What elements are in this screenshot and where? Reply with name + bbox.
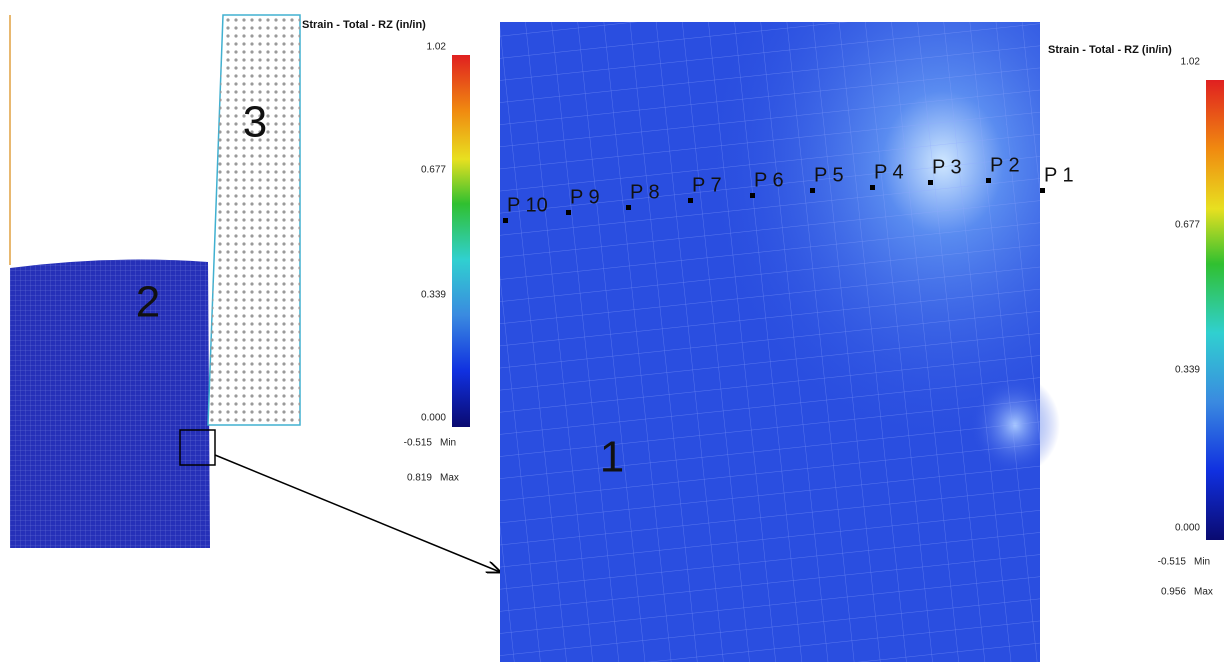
point-label: P 10 [507,194,548,216]
legend-title: Strain - Total - RZ (in/in) [302,19,426,31]
max-value: 0.956 [1161,587,1186,598]
legend-tick: 0.339 [1175,365,1200,376]
region-label: 1 [600,433,624,482]
min-label: Min [440,438,456,449]
color-bar [1206,80,1224,540]
point-label: P 9 [570,186,600,208]
region-2-mesh [10,260,210,548]
point-marker [626,205,631,210]
legend-tick: 0.339 [421,290,446,301]
legend-tick: 0.677 [1175,220,1200,231]
point-label: P 8 [630,181,660,203]
point-marker [688,198,693,203]
min-label: Min [1194,557,1210,568]
point-label: P 1 [1044,164,1074,186]
legend-tick: 0.677 [421,165,446,176]
zoom-mesh [500,22,1040,662]
min-value: -0.515 [1158,557,1187,568]
region-label: 2 [136,278,160,327]
point-marker [870,185,875,190]
legend-tick: 0.000 [421,413,446,424]
point-label: P 6 [754,169,784,191]
legend-tick: 1.02 [427,42,447,53]
point-label: P 5 [814,164,844,186]
point-label: P 7 [692,174,722,196]
max-label: Max [440,473,459,484]
legend-tick: 0.000 [1175,523,1200,534]
point-label: P 2 [990,154,1020,176]
point-marker [810,188,815,193]
region-label: 3 [243,98,267,147]
point-label: P 3 [932,156,962,178]
max-label: Max [1194,587,1213,598]
point-label: P 4 [874,161,904,183]
right-model [500,22,1060,662]
legend-tick: 1.02 [1181,57,1201,68]
region-3-mesh [208,15,300,425]
point-marker [986,178,991,183]
screenshot: Strain - Total - RZ (in/in)1.020.6770.33… [0,0,1231,662]
point-marker [928,180,933,185]
point-marker [750,193,755,198]
point-marker [503,218,508,223]
point-marker [1040,188,1045,193]
point-marker [566,210,571,215]
min-value: -0.515 [404,438,433,449]
max-value: 0.819 [407,473,432,484]
legend-title: Strain - Total - RZ (in/in) [1048,44,1172,56]
color-bar [452,55,470,427]
